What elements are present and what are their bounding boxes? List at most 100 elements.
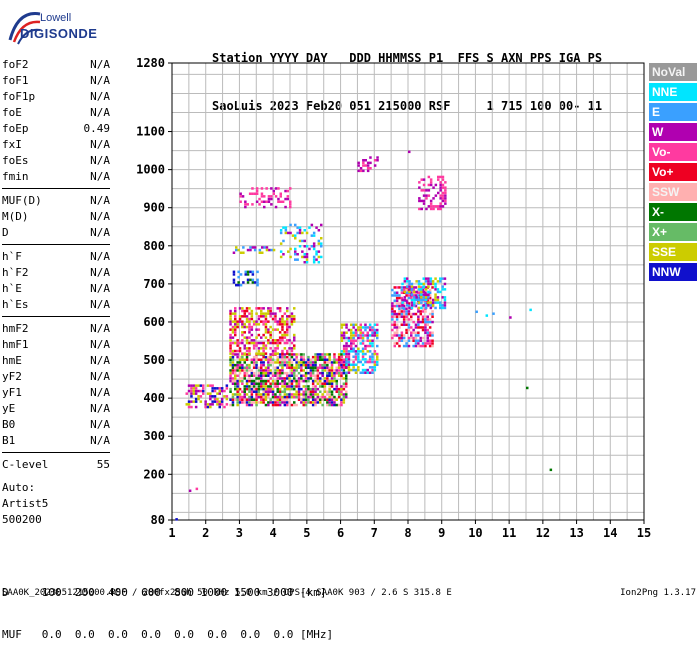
echo-point: [241, 195, 245, 198]
echo-point: [293, 333, 296, 337]
echo-point: [307, 366, 310, 369]
echo-point: [218, 403, 221, 406]
echo-point: [248, 328, 251, 331]
param-value: N/A: [90, 170, 110, 183]
echo-point: [229, 315, 232, 318]
echo-point: [345, 363, 348, 366]
echo-point: [245, 320, 249, 323]
echo-point: [263, 246, 266, 249]
echo-point: [421, 320, 425, 324]
echo-point: [366, 331, 369, 334]
echo-point: [432, 197, 435, 200]
echo-point: [225, 395, 229, 398]
echo-point: [364, 344, 367, 348]
param-row: M(D) N/A: [2, 210, 110, 224]
echo-point: [352, 363, 355, 366]
echo-point: [439, 181, 442, 184]
echo-point: [402, 344, 406, 348]
echo-point: [407, 296, 411, 300]
echo-point: [326, 353, 329, 356]
echo-point: [192, 392, 196, 395]
echo-point: [376, 328, 379, 332]
echo-point: [405, 291, 408, 294]
echo-point: [395, 318, 399, 321]
echo-point: [229, 347, 232, 350]
echo-point: [359, 331, 362, 334]
echo-point: [250, 369, 254, 372]
echo-point: [414, 331, 418, 334]
echo-point: [267, 374, 270, 377]
echo-point: [246, 278, 250, 282]
echo-point: [234, 371, 237, 375]
echo-point: [431, 344, 434, 348]
echo-point: [407, 344, 411, 348]
echo-point: [262, 398, 265, 401]
echo-point: [405, 299, 408, 302]
echo-point: [243, 387, 246, 391]
echo-point: [439, 183, 442, 187]
echo-point: [304, 374, 308, 377]
echo-point: [274, 205, 278, 209]
echo-point: [309, 374, 313, 377]
echo-point: [234, 317, 237, 321]
echo-point: [361, 326, 365, 329]
echo-point: [420, 282, 423, 286]
echo-point: [319, 395, 322, 399]
echo-point: [283, 361, 287, 364]
echo-point: [206, 403, 210, 406]
echo-point: [232, 251, 236, 254]
echo-point: [248, 317, 251, 321]
echo-point: [289, 187, 292, 190]
echo-point: [241, 333, 244, 337]
param-value: 55: [96, 458, 110, 471]
echo-point: [257, 369, 261, 372]
echo-point: [307, 398, 310, 401]
echo-point: [242, 251, 245, 254]
echo-point: [352, 326, 355, 329]
echo-point: [426, 315, 429, 318]
echo-point: [282, 239, 285, 243]
echo-point: [229, 355, 232, 359]
echo-point: [265, 248, 269, 252]
echo-point: [406, 280, 409, 283]
echo-point: [317, 255, 321, 259]
echo-point: [262, 307, 265, 310]
echo-point: [340, 350, 344, 353]
echo-point: [316, 369, 320, 372]
echo-point: [320, 242, 323, 245]
echo-point: [250, 333, 254, 337]
echo-point: [288, 347, 291, 350]
echo-point: [269, 382, 272, 385]
echo-point: [290, 385, 294, 388]
echo-point: [307, 361, 310, 364]
echo-point: [297, 395, 301, 399]
echo-point: [345, 390, 348, 393]
echo-point: [342, 363, 346, 367]
echo-point: [213, 387, 217, 390]
echo-point: [283, 353, 287, 356]
echo-point: [245, 371, 249, 375]
echo-point: [434, 194, 438, 197]
echo-point: [255, 361, 258, 364]
echo-point: [395, 312, 399, 316]
echo-point: [264, 374, 268, 377]
echo-point: [330, 385, 334, 388]
echo-point: [278, 331, 282, 334]
echo-point: [290, 382, 294, 385]
echo-point: [444, 189, 447, 192]
echo-point: [276, 369, 279, 372]
echo-point: [361, 331, 365, 334]
echo-point: [434, 282, 437, 286]
echo-point: [286, 189, 290, 193]
param-name: yE: [2, 402, 16, 415]
echo-point: [290, 403, 294, 407]
echo-point: [194, 405, 198, 409]
echo-point: [335, 379, 338, 383]
echo-point: [427, 293, 430, 296]
echo-point: [279, 229, 283, 232]
echo-point: [391, 304, 394, 308]
echo-point: [321, 393, 324, 396]
echo-point: [262, 382, 265, 385]
echo-point: [395, 296, 399, 300]
echo-point: [421, 326, 425, 329]
